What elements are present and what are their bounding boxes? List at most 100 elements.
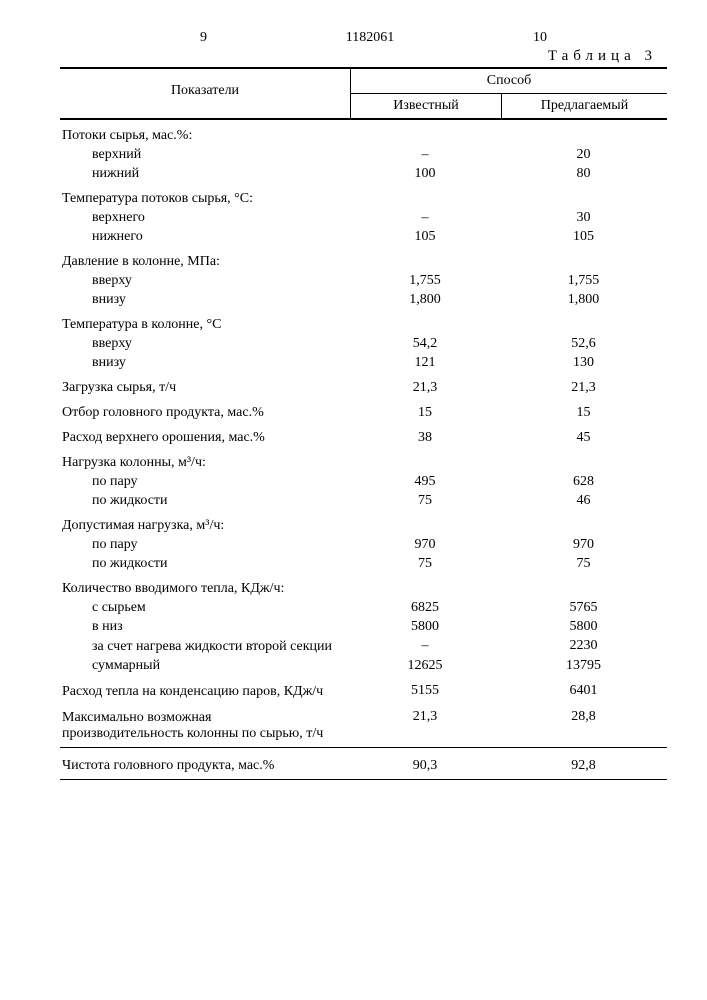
cell-label: внизу (60, 293, 350, 307)
cell-label: Температура потоков сырья, °С: (60, 192, 350, 206)
rule-divider (60, 747, 667, 748)
cell-predlag (500, 192, 667, 206)
cell-predlag (500, 129, 667, 143)
document-number: 1182061 (346, 30, 394, 46)
cell-izvestny (350, 318, 500, 332)
col-head-indicators: Показатели (60, 69, 351, 118)
cell-izvestny: 121 (350, 356, 500, 370)
cell-izvestny: 1,755 (350, 274, 500, 288)
cell-predlag: 52,6 (500, 337, 667, 351)
page-header-numbers: 9 1182061 10 (60, 30, 667, 46)
cell-izvestny: 90,3 (350, 759, 500, 773)
cell-label: Потоки сырья, мас.%: (60, 129, 350, 143)
cell-label: Давление в колонне, МПа: (60, 255, 350, 269)
cell-label: по жидкости (60, 557, 350, 571)
cell-label: Температура в колонне, °С (60, 318, 350, 332)
cell-label: нижний (60, 167, 350, 181)
cell-predlag: 28,8 (500, 710, 667, 741)
table-row: Давление в колонне, МПа: (60, 252, 667, 271)
table-header: Показатели Способ Известный Предлагаемый (60, 69, 667, 118)
table-row: Нагрузка колонны, м³/ч: (60, 453, 667, 472)
cell-izvestny: 75 (350, 557, 500, 571)
cell-predlag: 21,3 (500, 381, 667, 395)
cell-izvestny: 75 (350, 494, 500, 508)
cell-izvestny (350, 192, 500, 206)
col-head-predlag: Предлагаемый (502, 94, 667, 118)
cell-label: внизу (60, 356, 350, 370)
col-head-sposob: Способ (351, 69, 667, 94)
cell-predlag: 105 (500, 230, 667, 244)
table-row: Температура в колонне, °С (60, 315, 667, 334)
cell-izvestny: 1,800 (350, 293, 500, 307)
cell-izvestny: 54,2 (350, 337, 500, 351)
cell-label: Чистота головного продукта, мас.% (60, 759, 350, 773)
cell-label: вверху (60, 337, 350, 351)
table-row: нижнего105105 (60, 227, 667, 246)
cell-predlag: 30 (500, 211, 667, 225)
cell-izvestny (350, 129, 500, 143)
cell-predlag: 46 (500, 494, 667, 508)
table-row: вверху54,252,6 (60, 334, 667, 353)
table-row: нижний10080 (60, 164, 667, 183)
cell-predlag: 45 (500, 431, 667, 445)
table-row: за счет нагрева жидкости второй секции–2… (60, 636, 667, 656)
table-row: по пару970970 (60, 535, 667, 554)
cell-predlag: 1,755 (500, 274, 667, 288)
table-row: по жидкости7575 (60, 554, 667, 573)
cell-izvestny: 105 (350, 230, 500, 244)
cell-predlag: 5765 (500, 601, 667, 615)
table-row: Количество вводимого тепла, КДж/ч: (60, 579, 667, 598)
cell-izvestny (350, 456, 500, 470)
cell-predlag: 970 (500, 538, 667, 552)
table-row: верхнего–30 (60, 208, 667, 227)
cell-predlag: 75 (500, 557, 667, 571)
cell-predlag: 13795 (500, 659, 667, 673)
document-page: 9 1182061 10 Таблица 3 Показатели Способ… (0, 0, 707, 1000)
cell-izvestny: – (350, 639, 500, 654)
cell-izvestny: 5800 (350, 620, 500, 634)
table-row: с сырьем68255765 (60, 598, 667, 617)
cell-izvestny: 12625 (350, 659, 500, 673)
cell-label: Нагрузка колонны, м³/ч: (60, 456, 350, 470)
cell-izvestny: – (350, 148, 500, 162)
table-row: суммарный1262513795 (60, 656, 667, 675)
table-row: внизу1,8001,800 (60, 290, 667, 309)
table-row: Допустимая нагрузка, м³/ч: (60, 516, 667, 535)
cell-label: вверху (60, 274, 350, 288)
cell-izvestny: 21,3 (350, 381, 500, 395)
table-row: Максимально возможная производительность… (60, 708, 667, 744)
cell-izvestny: 38 (350, 431, 500, 445)
cell-predlag: 130 (500, 356, 667, 370)
cell-label: Отбор головного продукта, мас.% (60, 406, 350, 420)
cell-predlag (500, 255, 667, 269)
cell-predlag (500, 519, 667, 533)
table-row: по жидкости7546 (60, 491, 667, 510)
cell-predlag: 15 (500, 406, 667, 420)
table-row: Расход тепла на конденсацию паров, КДж/ч… (60, 681, 667, 701)
cell-predlag (500, 456, 667, 470)
cell-predlag: 1,800 (500, 293, 667, 307)
cell-izvestny: 495 (350, 475, 500, 489)
table-row: внизу121130 (60, 353, 667, 372)
cell-label: по пару (60, 475, 350, 489)
cell-label: верхнего (60, 211, 350, 225)
cell-label: суммарный (60, 659, 350, 673)
cell-predlag: 5800 (500, 620, 667, 634)
page-num-left: 9 (200, 30, 207, 46)
cell-label: с сырьем (60, 601, 350, 615)
cell-label: в низ (60, 620, 350, 634)
table-row: Загрузка сырья, т/ч21,321,3 (60, 378, 667, 397)
table-row: Потоки сырья, мас.%: (60, 126, 667, 145)
cell-predlag: 6401 (500, 684, 667, 699)
cell-predlag: 92,8 (500, 759, 667, 773)
col-head-izvestny: Известный (351, 94, 502, 118)
rule-divider (60, 779, 667, 780)
cell-label: нижнего (60, 230, 350, 244)
cell-predlag (500, 582, 667, 596)
cell-label: верхний (60, 148, 350, 162)
table-row: Отбор головного продукта, мас.%1515 (60, 403, 667, 422)
cell-izvestny: – (350, 211, 500, 225)
cell-izvestny: 100 (350, 167, 500, 181)
cell-label: по пару (60, 538, 350, 552)
cell-predlag: 20 (500, 148, 667, 162)
